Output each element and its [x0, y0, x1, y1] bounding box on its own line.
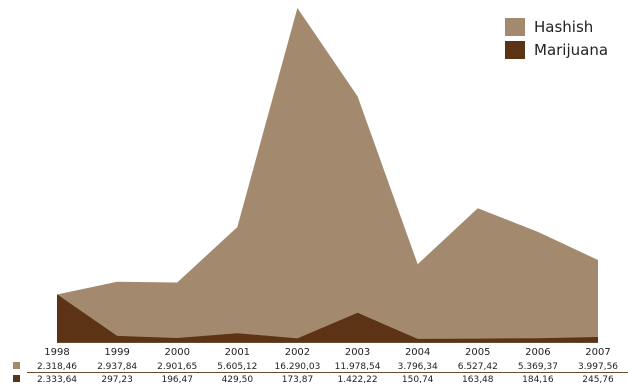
table-value-hashish-2001: 5.605,12	[217, 362, 257, 372]
legend-item-hashish: Hashish	[505, 15, 608, 38]
table-value-marijuana-1998: 2.333,64	[37, 375, 77, 385]
x-tick-label-1998: 1998	[44, 347, 69, 358]
table-value-marijuana-2003: 1.422,22	[338, 375, 378, 385]
x-tick-label-2003: 2003	[345, 347, 370, 358]
table-value-hashish-2000: 2.901,65	[157, 362, 197, 372]
x-tick-label-2002: 2002	[285, 347, 310, 358]
table-value-marijuana-1999: 297,23	[101, 375, 133, 385]
legend-label-hashish: Hashish	[534, 17, 594, 36]
table-value-hashish-1999: 2.937,84	[97, 362, 137, 372]
legend-swatch-marijuana	[505, 40, 525, 59]
legend: Hashish Marijuana	[505, 15, 608, 61]
table-value-hashish-2006: 5.369,37	[518, 362, 558, 372]
table-value-hashish-2005: 6.527,42	[458, 362, 498, 372]
table-value-hashish-2003: 11.978,54	[335, 362, 381, 372]
table-value-hashish-2007: 3.997,56	[578, 362, 618, 372]
table-swatch-marijuana	[13, 375, 20, 382]
x-tick-label-2001: 2001	[225, 347, 250, 358]
table-value-marijuana-2002: 173,87	[282, 375, 314, 385]
x-tick-label-2005: 2005	[465, 347, 490, 358]
x-tick-label-2006: 2006	[525, 347, 550, 358]
table-value-marijuana-2006: 184,16	[522, 375, 554, 385]
x-tick-label-2000: 2000	[164, 347, 189, 358]
series-area-hashish	[57, 8, 598, 342]
table-value-marijuana-2004: 150,74	[402, 375, 434, 385]
table-value-marijuana-2001: 429,50	[222, 375, 254, 385]
table-value-marijuana-2007: 245,76	[582, 375, 614, 385]
table-value-hashish-1998: 2.318,46	[37, 362, 77, 372]
legend-swatch-hashish	[505, 17, 525, 36]
table-swatch-hashish	[13, 362, 20, 369]
table-value-hashish-2004: 3.796,34	[398, 362, 438, 372]
table-value-marijuana-2000: 196,47	[161, 375, 193, 385]
x-tick-label-2004: 2004	[405, 347, 430, 358]
table-value-hashish-2002: 16.290,03	[275, 362, 321, 372]
legend-item-marijuana: Marijuana	[505, 38, 608, 61]
legend-label-marijuana: Marijuana	[534, 40, 609, 59]
x-tick-label-1999: 1999	[104, 347, 129, 358]
table-value-marijuana-2005: 163,48	[462, 375, 494, 385]
series-area-marijuana	[57, 294, 598, 342]
x-tick-label-2007: 2007	[585, 347, 610, 358]
